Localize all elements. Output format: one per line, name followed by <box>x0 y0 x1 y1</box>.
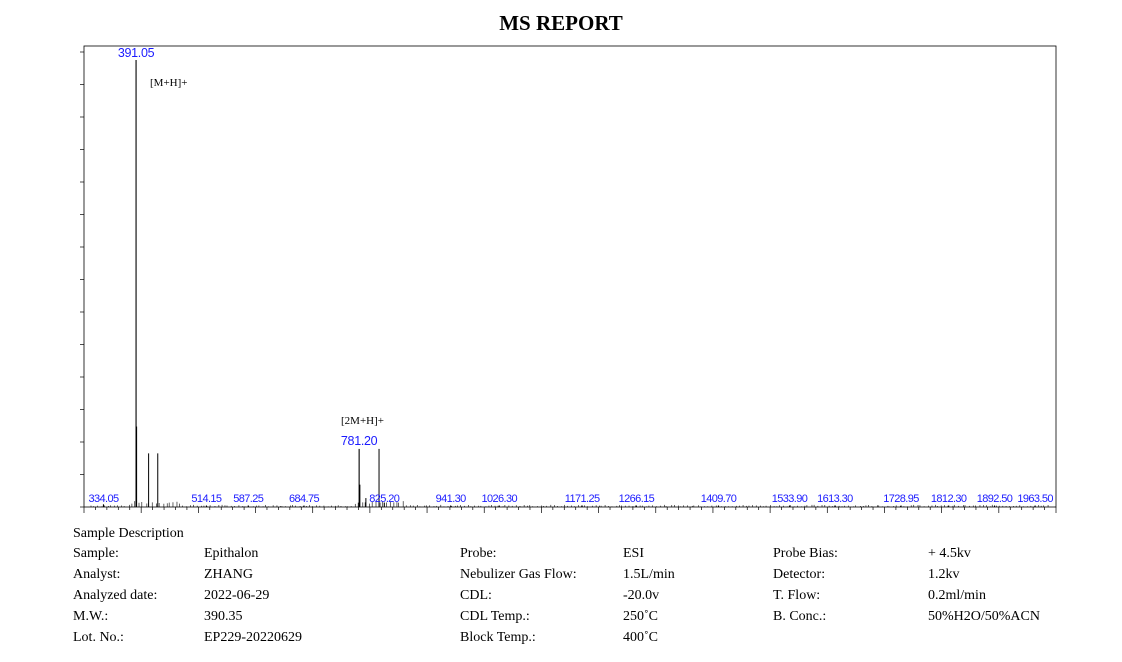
info-label: Analyst: <box>73 567 121 582</box>
axis-ticks <box>80 51 1057 513</box>
peak-label: 391.05 <box>118 46 155 60</box>
baseline-noise <box>90 501 1049 507</box>
peak-label: 1728.95 <box>883 493 919 505</box>
info-label: M.W.: <box>73 609 109 624</box>
info-label: Block Temp.: <box>460 630 536 645</box>
peak-label: 941.30 <box>436 493 467 505</box>
info-label: Lot. No.: <box>73 630 124 645</box>
peak-label: 684.75 <box>289 493 320 505</box>
peak-label: 1171.25 <box>565 493 600 505</box>
annotation-2m-h: [2M+H]+ <box>341 415 384 427</box>
info-value: EP229-20220629 <box>204 630 302 645</box>
sample-description-heading: Sample Description <box>73 526 184 541</box>
peak-label: 1266.15 <box>619 493 655 505</box>
info-value: -20.0v <box>623 588 660 603</box>
peak-label: 1892.50 <box>977 493 1013 505</box>
info-label: B. Conc.: <box>773 609 827 624</box>
peak-label: 587.25 <box>233 493 264 505</box>
info-value: ESI <box>623 546 644 561</box>
info-label: Nebulizer Gas Flow: <box>460 567 577 582</box>
peak-label: 334.05 <box>88 493 119 505</box>
info-value: 50%H2O/50%ACN <box>928 609 1040 624</box>
info-value: 1.5L/min <box>623 567 675 582</box>
info-value: 2022-06-29 <box>204 588 270 603</box>
peak-labels: 391.05 781.20 825.20 334.05 514.15 587.25 684.… <box>88 46 1054 505</box>
info-label: Analyzed date: <box>73 588 158 603</box>
info-label: Sample: <box>73 546 119 561</box>
info-label: Detector: <box>773 567 826 582</box>
peak-label: 781.20 <box>341 434 378 448</box>
annotation-m-h: [M+H]+ <box>150 77 187 89</box>
mass-spectrum-chart: 391.05 781.20 825.20 334.05 514.15 587.25 684.… <box>80 45 1057 513</box>
report-title: MS REPORT <box>499 11 623 35</box>
peak-label: 1026.30 <box>481 493 517 505</box>
info-value: Epithalon <box>204 546 259 561</box>
peak-bars <box>102 60 1036 507</box>
info-label: Probe: <box>460 546 497 561</box>
info-label: CDL Temp.: <box>460 609 530 624</box>
info-value: 250˚C <box>623 609 658 624</box>
info-value: + 4.5kv <box>928 546 971 561</box>
info-value: 0.2ml/min <box>928 588 986 603</box>
peak-label: 1963.50 <box>1017 493 1053 505</box>
plot-frame <box>83 45 1057 508</box>
info-value: 1.2kv <box>928 567 960 582</box>
peak-label: 825.20 <box>369 493 400 505</box>
peak-label: 1812.30 <box>931 493 967 505</box>
info-label: CDL: <box>460 588 492 603</box>
peak-label: 514.15 <box>191 493 222 505</box>
peak-label: 1409.70 <box>701 493 737 505</box>
peak-label: 1613.30 <box>817 493 853 505</box>
info-value: 400˚C <box>623 630 658 645</box>
info-label: T. Flow: <box>773 588 821 603</box>
peak-label: 1533.90 <box>772 493 808 505</box>
info-value: ZHANG <box>204 567 253 582</box>
info-label: Probe Bias: <box>773 546 838 561</box>
info-value: 390.35 <box>204 609 243 624</box>
